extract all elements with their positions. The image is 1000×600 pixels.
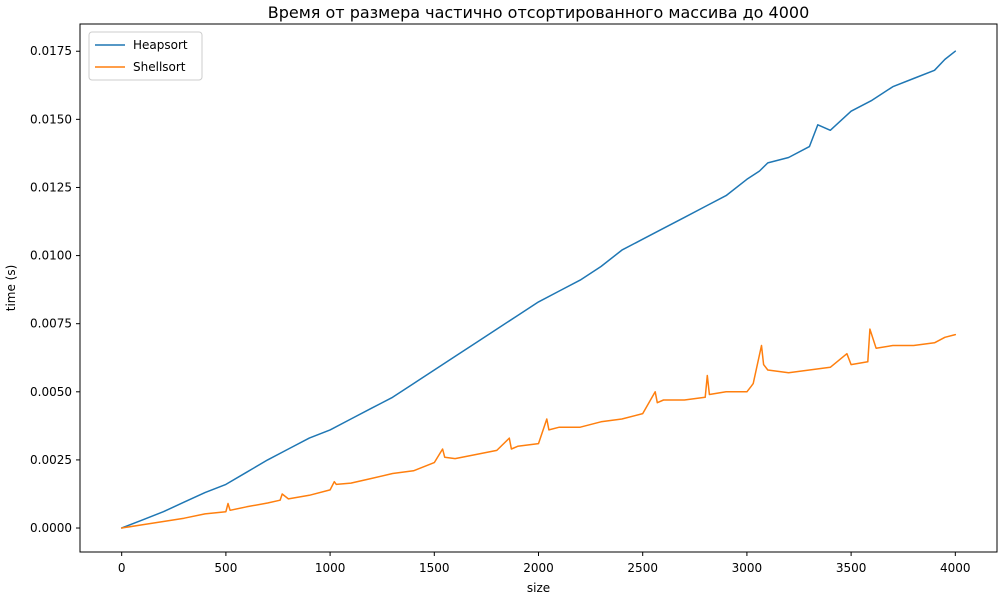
plot-area [80,24,997,552]
series-line-heapsort [120,50,957,529]
y-tick-label: 0.0100 [30,249,72,263]
y-tick-label: 0.0075 [30,317,72,331]
y-tick-label: 0.0025 [30,453,72,467]
x-axis: 0 500 1000 1500 2000 2500 3000 3500 4000 [118,552,971,575]
x-tick-label: 2500 [627,561,658,575]
x-tick-label: 0 [118,561,126,575]
legend-label-shellsort: Shellsort [133,60,186,74]
x-tick-label: 500 [214,561,237,575]
legend-box [88,31,203,81]
x-tick-label: 4000 [940,561,971,575]
x-tick-label: 3000 [732,561,763,575]
y-axis: 0.0000 0.0025 0.0050 0.0075 0.0100 0.0125 0.01… [30,44,80,535]
legend: Heapsort Shellsort [88,31,203,81]
legend-label-heapsort: Heapsort [133,38,188,52]
x-tick-label: 1000 [315,561,346,575]
y-tick-label: 0.0150 [30,112,72,126]
y-tick-label: 0.0175 [30,44,72,58]
x-tick-label: 1500 [419,561,450,575]
y-tick-label: 0.0050 [30,385,72,399]
x-axis-label: size [527,581,550,595]
series-layer [120,50,957,529]
x-tick-label: 3500 [836,561,867,575]
y-tick-label: 0.0000 [30,521,72,535]
y-axis-label: time (s) [4,265,18,312]
chart-title: Время от размера частично отсортированно… [268,3,810,22]
series-line-shellsort [120,328,957,529]
y-tick-label: 0.0125 [30,180,72,194]
x-tick-label: 2000 [523,561,554,575]
